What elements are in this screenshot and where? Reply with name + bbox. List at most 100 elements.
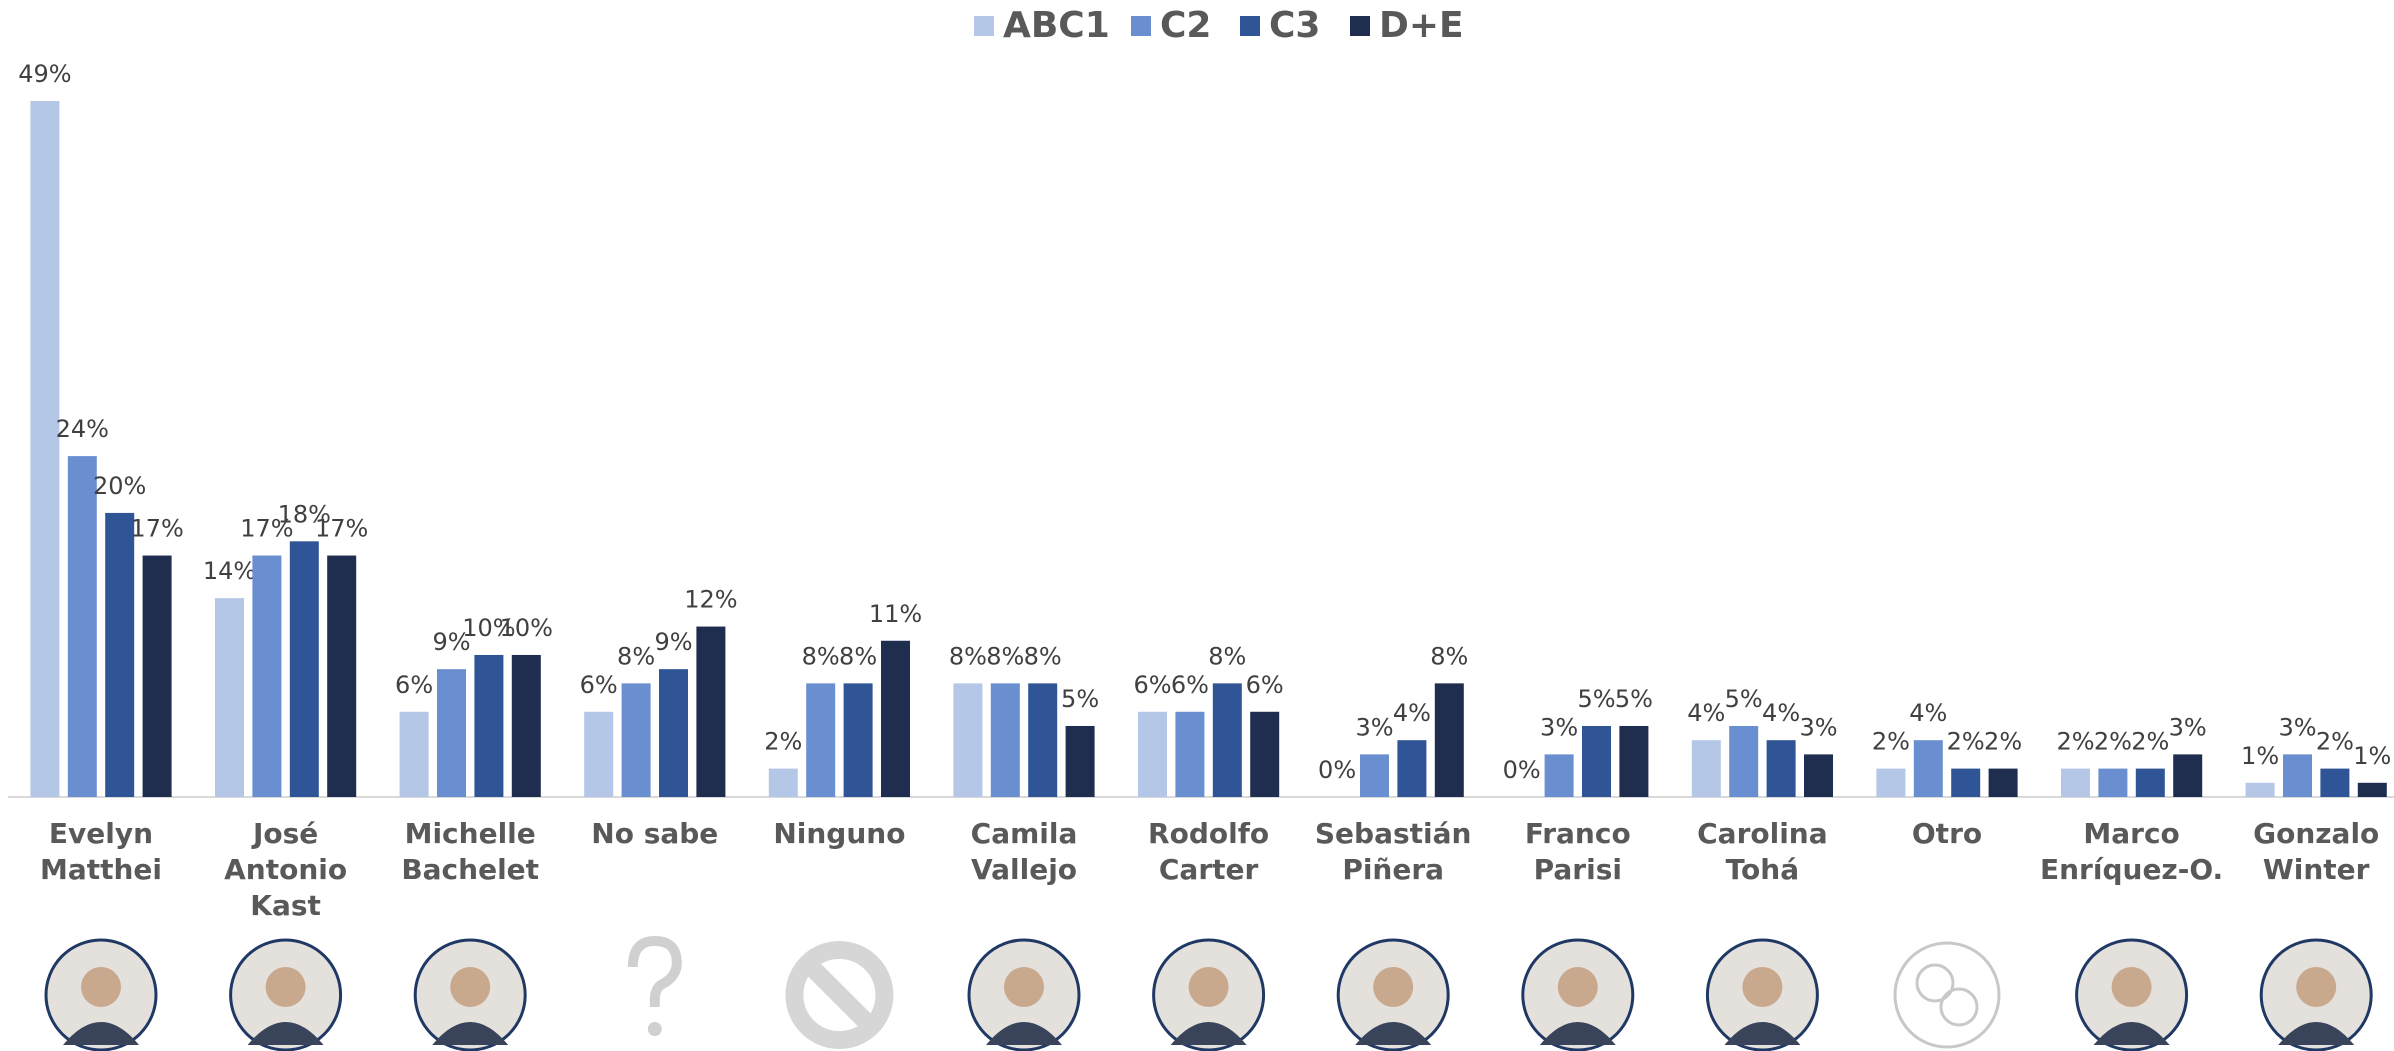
bar: [1876, 768, 1906, 797]
bar: [881, 640, 910, 797]
portrait-body: [1355, 1022, 1432, 1045]
bar: [1691, 740, 1721, 797]
value-label: 8%: [1024, 642, 1062, 670]
bar: [105, 512, 135, 797]
forbidden-slash: [801, 956, 878, 1034]
bar: [2245, 782, 2275, 797]
bar: [2135, 768, 2165, 797]
value-label: 6%: [1171, 671, 1209, 699]
bar: [1951, 768, 1981, 797]
value-label: 18%: [278, 500, 331, 528]
portrait-body: [432, 1022, 509, 1045]
portrait-head: [1557, 967, 1598, 1007]
portrait-body: [1170, 1022, 1247, 1045]
value-label: 5%: [1615, 685, 1653, 713]
value-label: 24%: [56, 415, 109, 443]
portrait-body: [1724, 1022, 1801, 1045]
bar: [1360, 754, 1389, 797]
category-label: Ninguno: [773, 817, 906, 850]
portrait-body: [1539, 1022, 1616, 1045]
bar: [1582, 725, 1611, 797]
value-label: 17%: [130, 515, 183, 543]
bar: [1766, 740, 1796, 797]
bar: [1397, 740, 1427, 797]
legend-label: C3: [1269, 5, 1320, 46]
bar: [1065, 725, 1095, 797]
legend-swatch: [1350, 16, 1370, 36]
value-label: 8%: [1430, 642, 1468, 670]
bar: [1988, 768, 2018, 797]
category-label: Otro: [1911, 817, 1983, 850]
portrait-head: [1188, 967, 1229, 1007]
bar: [1212, 683, 1242, 797]
bar: [843, 683, 873, 797]
bar: [621, 683, 651, 797]
bar: [399, 711, 429, 797]
value-label: 4%: [1393, 699, 1431, 727]
value-label: 5%: [1577, 685, 1615, 713]
value-label: 9%: [432, 628, 470, 656]
bar: [474, 654, 504, 797]
value-label: 8%: [1208, 642, 1246, 670]
value-label: 8%: [802, 642, 840, 670]
legend-label: ABC1: [1003, 5, 1110, 46]
category-label: Franco Parisi: [1524, 817, 1631, 886]
category-label: Evelyn Matthei: [39, 817, 163, 886]
bar: [289, 541, 319, 797]
bar: [142, 555, 172, 797]
question-icon: [627, 935, 682, 1007]
category-label: Gonzalo Winter: [2253, 817, 2380, 886]
value-label: 14%: [203, 557, 256, 585]
portrait-head: [2111, 967, 2152, 1007]
value-label: 1%: [2353, 742, 2391, 770]
bar: [30, 101, 60, 797]
value-label: 4%: [1909, 699, 1947, 727]
category-label: Carolina Tohá: [1697, 817, 1828, 886]
value-label: 49%: [18, 60, 71, 88]
bar: [1175, 711, 1205, 797]
value-label: 11%: [869, 600, 922, 628]
value-label: 6%: [580, 671, 618, 699]
value-label: 17%: [240, 515, 293, 543]
value-label: 8%: [949, 642, 987, 670]
category-label: Michelle Bachelet: [401, 817, 540, 886]
portrait-body: [2278, 1022, 2355, 1045]
portrait-head: [1373, 967, 1414, 1007]
value-label: 8%: [839, 642, 877, 670]
bar: [953, 683, 983, 797]
value-label: 6%: [1133, 671, 1171, 699]
value-label: 5%: [1725, 685, 1763, 713]
category-label: Marco Enríquez-O.: [2040, 817, 2224, 886]
bar: [252, 555, 282, 797]
bar: [1544, 754, 1574, 797]
question-dot: [647, 1022, 662, 1036]
value-label: 4%: [1687, 699, 1725, 727]
bar: [1138, 711, 1167, 797]
value-label: 12%: [684, 586, 737, 614]
category-label: Rodolfo Carter: [1148, 817, 1270, 886]
value-label: 8%: [617, 642, 655, 670]
bar: [2283, 754, 2312, 797]
bar: [768, 768, 798, 797]
bar: [1250, 711, 1280, 797]
value-label: 2%: [2316, 728, 2354, 756]
bar: [511, 654, 541, 797]
portrait-body: [247, 1022, 324, 1045]
value-label: 20%: [93, 472, 146, 500]
bar: [2098, 768, 2128, 797]
bar: [1619, 725, 1649, 797]
bar: [2320, 768, 2350, 797]
value-label: 2%: [2094, 728, 2132, 756]
bar: [67, 456, 97, 797]
category-label: No sabe: [591, 817, 719, 850]
portrait-body: [2093, 1022, 2170, 1045]
value-label: 2%: [764, 728, 802, 756]
value-label: 3%: [1799, 713, 1837, 741]
other-icon-a: [1915, 963, 1955, 1003]
portrait-head: [2296, 967, 2337, 1007]
portrait-head: [265, 967, 306, 1007]
value-label: 10%: [462, 614, 515, 642]
bar: [215, 598, 244, 797]
bar: [806, 683, 836, 797]
